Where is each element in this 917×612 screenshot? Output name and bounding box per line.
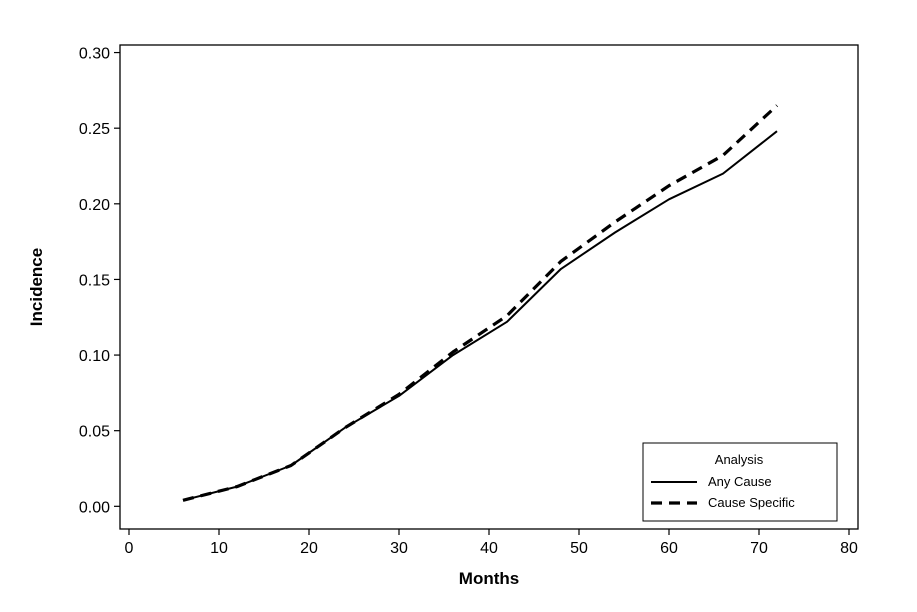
y-axis-ticks: 0.00 0.05 0.10 0.15 0.20 0.25 0.30 [79, 46, 120, 516]
x-tick-label: 30 [390, 540, 408, 557]
x-tick-label: 60 [660, 540, 678, 557]
y-tick-label: 0.20 [79, 197, 110, 214]
x-axis-title: Months [459, 569, 519, 588]
x-tick-label: 50 [570, 540, 588, 557]
y-tick-label: 0.00 [79, 499, 110, 516]
series-line-cause-specific [182, 104, 779, 502]
y-axis-title: Incidence [27, 248, 46, 326]
y-tick-label: 0.05 [79, 424, 110, 441]
x-tick-label: 40 [480, 540, 498, 557]
y-tick-label: 0.25 [79, 121, 110, 138]
x-tick-label: 20 [300, 540, 318, 557]
series-line-any-cause [182, 130, 778, 502]
x-tick-label: 80 [840, 540, 858, 557]
legend: Analysis Any Cause Cause Specific [642, 442, 838, 522]
y-tick-label: 0.15 [79, 272, 110, 289]
x-tick-label: 0 [125, 540, 134, 557]
legend-title: Analysis [715, 452, 764, 467]
legend-label-cause-specific: Cause Specific [708, 495, 795, 510]
legend-label-any-cause: Any Cause [708, 474, 772, 489]
x-axis-ticks: 0 10 20 30 40 50 60 70 80 [125, 529, 858, 557]
y-tick-label: 0.10 [79, 348, 110, 365]
y-tick-label: 0.30 [79, 46, 110, 63]
x-tick-label: 70 [750, 540, 768, 557]
x-tick-label: 10 [210, 540, 228, 557]
series-group [182, 104, 779, 502]
